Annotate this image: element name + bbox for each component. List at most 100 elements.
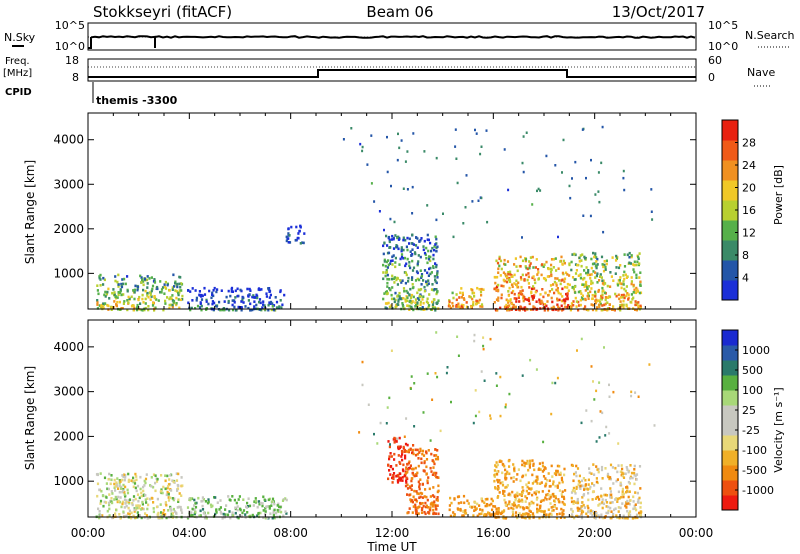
power-cell (509, 273, 512, 276)
velocity-cell (521, 500, 524, 503)
velocity-cell (502, 492, 505, 495)
velocity-cell (144, 498, 147, 501)
power-cell (634, 300, 637, 303)
velocity-cell (476, 514, 479, 518)
velocity-cell (540, 481, 543, 484)
power-cell (425, 280, 428, 283)
velocity-cell (472, 421, 475, 425)
power-cell (511, 285, 514, 288)
power-cell (553, 280, 556, 284)
power-cell (435, 301, 438, 305)
velocity-cell (152, 501, 155, 504)
power-cell (434, 243, 437, 246)
velocity-cell (396, 437, 399, 440)
power-cell (389, 217, 392, 221)
velocity-cell (489, 513, 492, 517)
power-cell (623, 253, 626, 256)
velocity-cell (600, 513, 603, 517)
power-cell (170, 297, 173, 301)
power-cell (600, 276, 603, 279)
velocity-cell (391, 481, 394, 484)
power-cell (561, 262, 564, 266)
velocity-cell (430, 470, 433, 473)
power-cell (480, 303, 484, 306)
velocity-cell (448, 504, 451, 507)
velocity-cell (561, 500, 564, 504)
velocity-cell (425, 450, 428, 453)
power-cell (397, 247, 400, 251)
velocity-cell (542, 468, 546, 472)
velocity-cell (481, 499, 484, 503)
power-cell (392, 247, 396, 250)
velocity-cell (218, 508, 221, 511)
velocity-cell (609, 477, 612, 481)
power-cell (495, 285, 499, 289)
power-cell (455, 298, 458, 302)
velocity-cell (98, 488, 101, 492)
velocity-cell (541, 510, 544, 513)
velocity-cell (559, 473, 562, 476)
power-cell (135, 308, 139, 312)
power-cell (211, 291, 214, 295)
power-cell (404, 160, 407, 163)
velocity-cell (517, 504, 520, 507)
velocity-cell (398, 477, 401, 481)
power-cell (471, 291, 474, 295)
velocity-cell (426, 498, 429, 502)
power-cell (498, 264, 501, 268)
velocity-cell (264, 516, 267, 520)
velocity-cell (533, 468, 536, 472)
power-cell (507, 290, 510, 293)
velocity-cell (110, 478, 113, 482)
velocity-cell (409, 486, 412, 489)
velocity-cell (593, 398, 596, 401)
velocity-cell (494, 464, 497, 467)
power-cell (566, 297, 569, 301)
power-cell (497, 271, 500, 274)
velocity-cell (396, 474, 399, 478)
power-cell (573, 278, 576, 281)
velocity-cell (198, 514, 201, 518)
power-cell (552, 266, 555, 269)
velocity-cell (595, 440, 598, 443)
power-cell (573, 285, 577, 288)
power-cell (415, 304, 418, 307)
power-cell (461, 291, 464, 295)
velocity-cell (504, 405, 507, 409)
velocity-cell (133, 508, 136, 512)
power-cell (223, 308, 226, 312)
velocity-cell (132, 514, 135, 518)
power-cell (402, 187, 405, 190)
velocity-cell (474, 389, 477, 392)
power-cell (235, 308, 238, 312)
power-cell (622, 293, 625, 297)
power-cell (625, 304, 628, 308)
power-cell (597, 290, 600, 293)
velocity-cell (175, 479, 179, 482)
velocity-cell (582, 477, 585, 480)
velocity-cell (529, 459, 532, 463)
power-cell (153, 281, 157, 284)
power-cell (462, 222, 465, 225)
power-cell (228, 308, 231, 312)
velocity-cell (555, 507, 558, 510)
velocity-cell (626, 509, 629, 513)
velocity-cell (629, 477, 632, 480)
power-cell (174, 289, 177, 292)
velocity-cell (591, 498, 594, 501)
velocity-cell (610, 496, 613, 499)
velocity-cell (531, 482, 534, 485)
power-cell (584, 283, 587, 287)
velocity-cell (122, 510, 125, 514)
velocity-cell (219, 506, 222, 509)
power-cell (554, 164, 557, 167)
velocity-cell (576, 349, 578, 352)
velocity-cell (399, 462, 402, 465)
velocity-cell (171, 479, 174, 482)
velocity-cell (107, 478, 110, 481)
velocity-cell (606, 474, 609, 478)
velocity-cell (98, 510, 101, 513)
power-cell (420, 283, 423, 286)
power-cell (416, 301, 419, 304)
velocity-cell (435, 471, 438, 475)
